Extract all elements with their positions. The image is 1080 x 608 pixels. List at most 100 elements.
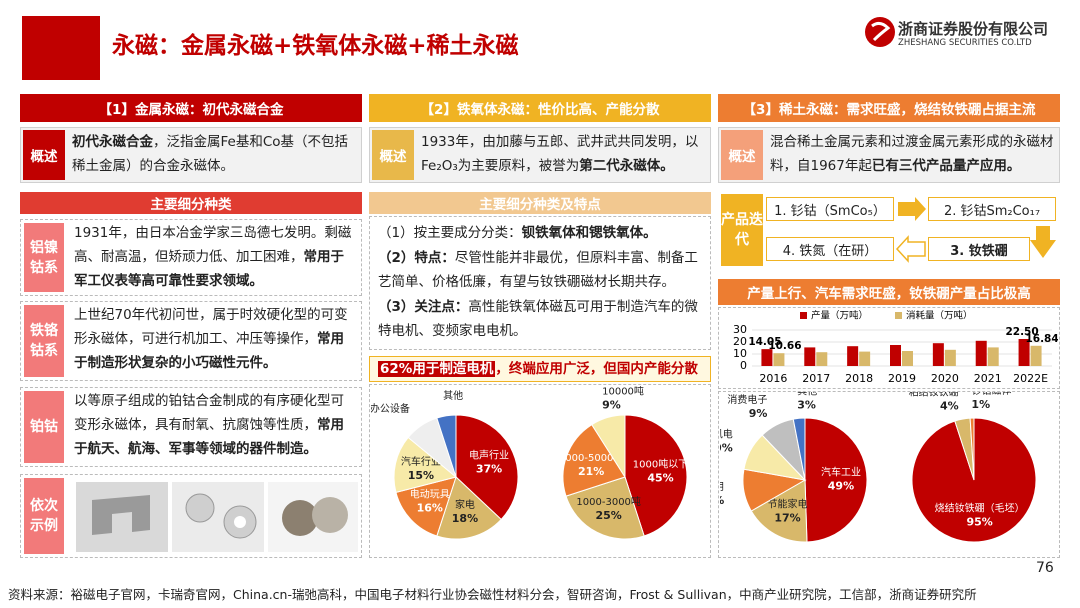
slice-value: 11% [720, 494, 724, 507]
overview-text: 1933年，由加藤与五郎、武井武共同发明，以Fe₂O₃为主要原料，被誉为第二代永… [421, 130, 705, 180]
arrow-down [1030, 226, 1056, 258]
bar [1018, 339, 1030, 366]
pie-slice [591, 414, 626, 479]
bar [987, 347, 999, 366]
x-tick-label: 2022E [1013, 372, 1048, 385]
slice-label: 其他 [797, 392, 817, 397]
chart-box [718, 307, 1060, 389]
sample-disc [282, 500, 318, 536]
overview-text: 初代永磁合金，泛指金属Fe基和Co基（不包括稀土金属）的合金永磁体。 [72, 130, 356, 180]
company-name-en: ZHESHANG SECURITIES CO.LTD [898, 38, 1032, 48]
overview-box [369, 127, 711, 183]
pie-slice [562, 423, 626, 497]
slice-label: 电动玩具 [410, 488, 450, 501]
column-heading: 【2】铁氧体永磁：性价比高、产能分散 [369, 94, 711, 122]
overview-label: 概述 [372, 130, 414, 180]
slice-label: 计算机及办公设备 [371, 402, 410, 415]
iteration-step: 1. 钐钴（SmCo₅） [766, 197, 894, 221]
overview-box [718, 127, 1060, 183]
pie-slice [804, 417, 868, 543]
source-note: 资料来源：裕磁电子官网，卡瑞奇官网，China.cn-瑞弛高科，中国电子材料行业… [8, 587, 977, 602]
slice-value: 3% [797, 398, 816, 411]
slice-label: 1000-3000吨 [576, 495, 641, 508]
pie-slice [565, 476, 645, 540]
text: 1931年，由日本冶金学家三岛德七发明。剩磁高、耐高温，但矫顽力低、加工困难， [74, 225, 352, 265]
bold-text: 常用于航天、航海、军事等领域的器件制造。 [74, 417, 344, 457]
sub-heading: 主要细分种类 [20, 192, 362, 214]
logo [865, 17, 895, 47]
slice-label: 汽车行业 [401, 455, 441, 468]
feature-item: （3）关注点：高性能铁氧体磁瓦可用于制造汽车的微特电机、变频家电电机。 [378, 295, 702, 344]
slice-label: 汽车工业 [821, 465, 861, 478]
page-number: 76 [1036, 560, 1054, 576]
bar [975, 340, 987, 366]
iteration-step: 4. 铁氮（在研） [766, 237, 894, 261]
slice-label: 钐钴磁体 [971, 392, 1011, 397]
slice-label: 其他 [443, 389, 463, 402]
pie-slice [436, 414, 457, 478]
slice-value: 4% [940, 399, 959, 412]
slice-label: 消费电子 [727, 393, 767, 406]
overview-box [20, 127, 362, 183]
text: 高性能铁氧体磁瓦可用于制造汽车的微特电机、变频家电电机。 [378, 298, 698, 340]
overview-label: 概述 [23, 130, 65, 180]
iteration-label: 产品迭代 [721, 194, 763, 266]
legend-label: 产量（万吨） [811, 310, 868, 322]
iteration-step: 2. 钐钴Sm₂Co₁₇ [928, 197, 1056, 221]
highlight-text: 62%用于制造电机 [378, 361, 496, 377]
pie-box [369, 384, 711, 558]
type-label: 铁铬钴系 [24, 305, 64, 377]
chart-heading: 产量上行、汽车需求旺盛，钕铁硼产量占比极高 [718, 279, 1060, 305]
slice-value: 9% [749, 407, 768, 420]
feature-item: （1）按主要成分分类：钡铁氧体和锶铁氧体。 [378, 221, 702, 246]
sample-hole [234, 516, 246, 528]
pie-slice [393, 436, 458, 494]
y-tick-label: 0 [740, 359, 747, 372]
bar [902, 351, 913, 366]
type-row [20, 219, 362, 296]
bar [804, 347, 816, 366]
slice-value: 95% [966, 516, 992, 529]
bold-text: 钡铁氧体和锶铁氧体。 [521, 225, 657, 241]
bold-text: 初代永磁合金 [72, 134, 153, 150]
bar [1030, 345, 1042, 366]
x-tick-label: 2020 [931, 372, 959, 385]
overview-text: 混合稀土金属元素和过渡金属元素形成的永磁材料，自1967年起已有三代产品量产应用… [770, 130, 1054, 180]
slice-value: 15% [408, 469, 434, 482]
slice-value: 1% [971, 398, 990, 411]
pie-slice [969, 417, 975, 481]
type-text: 以等原子组成的铂钴合金制成的有序硬化型可变形永磁体，具有耐氧、抗腐蚀等性质，常用… [74, 389, 356, 465]
bold-text: 第二代永磁体。 [579, 158, 674, 174]
slice-label: 工业应用 [720, 480, 724, 493]
type-text: 上世纪70年代初问世，属于时效硬化型的可变形永磁体，可进行机加工、冲压等操作，常… [74, 303, 356, 379]
value-label: 14.05 [748, 336, 781, 348]
slice-value: 49% [828, 479, 854, 492]
section-box [22, 16, 100, 80]
iteration-step: 3. 钕铁硼 [928, 237, 1030, 261]
slice-value: 18% [452, 512, 478, 525]
sub-heading: 主要细分种类及特点 [369, 192, 711, 214]
slice-label: 烧结钕铁硼（毛坯） [935, 502, 1025, 515]
column-heading: 【1】金属永磁：初代永磁合金 [20, 94, 362, 122]
slice-label: 电声行业 [469, 449, 509, 462]
pie-box [718, 391, 1060, 558]
bar [944, 349, 956, 366]
slice-label: 粘结钕铁硼 [909, 392, 959, 398]
slice-value: 10% [720, 441, 733, 454]
slide-title: 永磁：金属永磁+铁氧体永磁+稀土永磁 [112, 33, 519, 59]
slice-label: 家电 [455, 498, 475, 511]
text: 上世纪70年代初问世，属于时效硬化型的可变形永磁体，可进行机加工、冲压等操作， [74, 307, 348, 347]
bar [859, 351, 871, 366]
slice-value: 45% [647, 471, 673, 484]
slice-value: 25% [596, 509, 622, 522]
bar [773, 353, 785, 366]
bar [890, 345, 901, 366]
x-tick-label: 2021 [974, 372, 1002, 385]
bold-text: 常用于制造形状复杂的小巧磁性元件。 [74, 331, 344, 371]
